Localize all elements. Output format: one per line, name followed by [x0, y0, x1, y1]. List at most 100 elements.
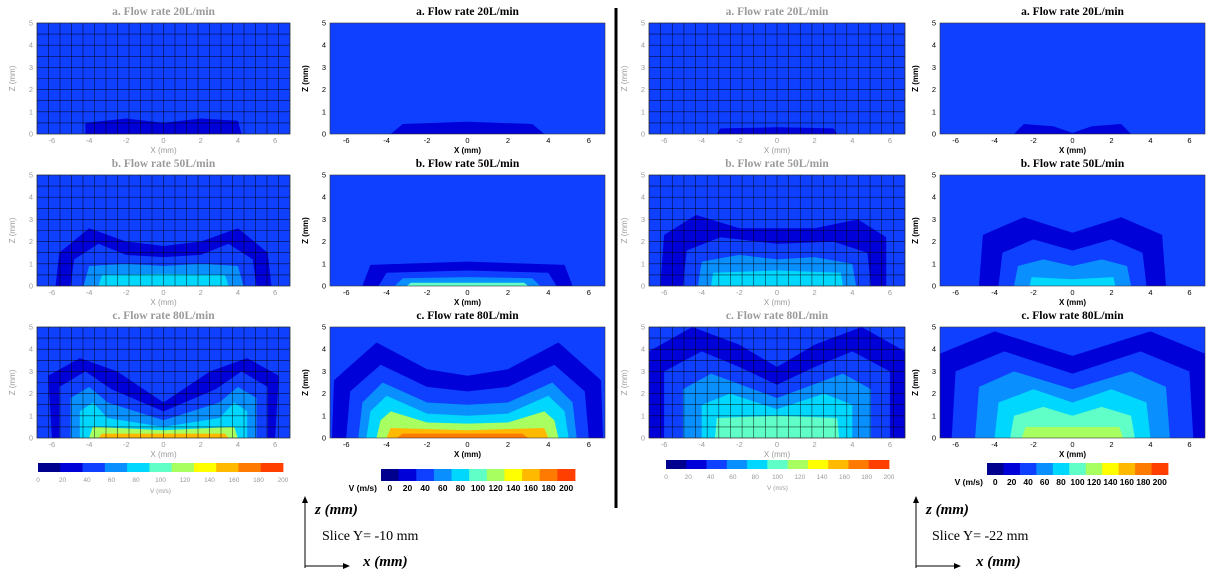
colorbar-swatch	[171, 463, 195, 472]
z-tick-label: 3	[641, 367, 645, 376]
x-tick-label: -2	[1030, 440, 1037, 449]
colorbar-tick-label: 140	[817, 474, 828, 481]
colorbar-tick-label: 120	[1087, 477, 1101, 487]
panel-title: a. Flow rate 20L/min	[416, 6, 519, 18]
colorbar-swatch	[706, 460, 728, 469]
z-tick-label: 3	[322, 63, 326, 72]
z-tick-label: 3	[29, 367, 33, 376]
z-axis-label: Z (mm)	[620, 369, 629, 395]
colorbar-tick-label: 0	[36, 477, 40, 484]
panel-title: a. Flow rate 20L/min	[112, 6, 215, 18]
x-axis-label: X (mm)	[764, 450, 791, 459]
colorbar-swatch	[987, 463, 1004, 475]
colorbar-swatch	[747, 460, 768, 469]
z-tick-label: 1	[29, 107, 33, 116]
z-tick-label: 0	[29, 434, 33, 443]
z-tick-label: 1	[641, 411, 645, 420]
x-tick-label: -2	[736, 136, 743, 145]
colorbar-swatch	[451, 469, 470, 481]
z-axis-indicator-label: z (mm)	[925, 502, 969, 518]
colorbar-tick-label: 100	[155, 477, 166, 484]
x-tick-label: 0	[465, 136, 469, 145]
z-tick-label: 4	[322, 345, 326, 354]
z-tick-label: 3	[932, 367, 936, 376]
x-tick-label: 6	[587, 136, 591, 145]
x-tick-label: -4	[86, 136, 93, 145]
colorbar-tick-label: 160	[524, 483, 538, 493]
x-tick-label: -4	[991, 136, 998, 145]
x-tick-label: -6	[661, 440, 668, 449]
z-tick-label: 4	[29, 345, 33, 354]
x-axis-label: X (mm)	[1059, 450, 1086, 459]
x-tick-label: 6	[888, 288, 892, 297]
x-tick-label: -2	[123, 136, 130, 145]
colorbar-3: 0 20 40 60 80 100 120 140 160 180 200 V (m/s)	[664, 460, 895, 492]
colorbar-swatch	[767, 460, 789, 469]
contour-level-120	[1021, 426, 1124, 438]
z-tick-label: 3	[29, 215, 33, 224]
panel-title: c. Flow rate 80L/min	[1021, 310, 1124, 322]
x-tick-label: 2	[506, 136, 510, 145]
x-axis-label: X (mm)	[454, 298, 481, 307]
z-tick-label: 4	[932, 345, 936, 354]
x-tick-label: 6	[888, 440, 892, 449]
x-tick-label: 4	[236, 136, 240, 145]
colorbar-tick-label: 200	[884, 474, 895, 481]
z-tick-label: 5	[29, 19, 33, 28]
colorbar-tick-label: 120	[489, 483, 503, 493]
colorbar-swatch	[666, 460, 687, 469]
axis-indicator-left: z (mm) Slice Y= -10 mm x (mm)	[302, 496, 419, 569]
z-tick-label: 4	[932, 41, 936, 50]
colorbar-tick-label: 80	[132, 477, 140, 484]
x-tick-label: 6	[888, 136, 892, 145]
z-axis-label: Z (mm)	[301, 369, 310, 396]
z-tick-label: 0	[932, 434, 936, 443]
colorbar-tick-label: 120	[794, 474, 805, 481]
panel-frame	[939, 174, 1206, 287]
panel-frame	[329, 326, 606, 439]
colorbar-tick-label: 200	[278, 477, 289, 484]
panel-title: b. Flow rate 50L/min	[1021, 158, 1125, 170]
z-tick-label: 4	[322, 193, 326, 202]
colorbar-tick-label: 60	[1040, 477, 1050, 487]
colorbar-tick-label: 20	[1007, 477, 1017, 487]
panel-frame	[939, 22, 1206, 135]
z-tick-label: 4	[641, 193, 645, 202]
x-tick-label: -4	[991, 288, 998, 297]
colorbar-swatch	[433, 469, 452, 481]
x-tick-label: -6	[49, 288, 56, 297]
panel-experimental-50-slice1: b. Flow rate 50L/min -6 -4 -2 0 2 4 6 0 1 2 3 4 5 X (m…	[8, 158, 291, 307]
z-tick-label: 5	[29, 171, 33, 180]
z-tick-label: 5	[641, 171, 645, 180]
colorbar-swatch	[1135, 463, 1152, 475]
x-tick-label: -4	[698, 136, 705, 145]
colorbar-swatch	[149, 463, 173, 472]
colorbar-tick-label: 0	[664, 474, 668, 481]
z-tick-label: 2	[932, 85, 936, 94]
x-tick-label: -6	[49, 440, 56, 449]
x-tick-label: 2	[199, 136, 203, 145]
z-tick-label: 2	[641, 85, 645, 94]
colorbar-tick-label: 80	[1056, 477, 1066, 487]
colorbar-tick-label: 160	[839, 474, 850, 481]
z-tick-label: 3	[641, 63, 645, 72]
x-tick-label: 2	[199, 288, 203, 297]
z-tick-label: 4	[641, 41, 645, 50]
colorbar-tick-label: 0	[993, 477, 998, 487]
panel-simulation-20-slice1: a. Flow rate 20L/min -6 -4 -2 0 2 4 6 0 1 2 3 4 5 X (m…	[301, 6, 606, 155]
panel-frame	[329, 22, 606, 135]
x-tick-label: 2	[1109, 288, 1113, 297]
x-tick-label: -4	[383, 136, 390, 145]
z-tick-label: 3	[322, 215, 326, 224]
z-tick-label: 4	[641, 345, 645, 354]
z-tick-label: 1	[932, 107, 936, 116]
x-tick-label: 0	[161, 136, 165, 145]
x-tick-label: 4	[850, 288, 854, 297]
colorbar-swatch	[127, 463, 150, 472]
colorbar-tick-label: 100	[471, 483, 485, 493]
contour-level-20	[390, 121, 545, 134]
panel-title: c. Flow rate 80L/min	[416, 310, 519, 322]
x-axis-indicator-label: x (mm)	[362, 554, 408, 569]
x-tick-label: 4	[236, 440, 240, 449]
panel-background	[940, 23, 1205, 134]
